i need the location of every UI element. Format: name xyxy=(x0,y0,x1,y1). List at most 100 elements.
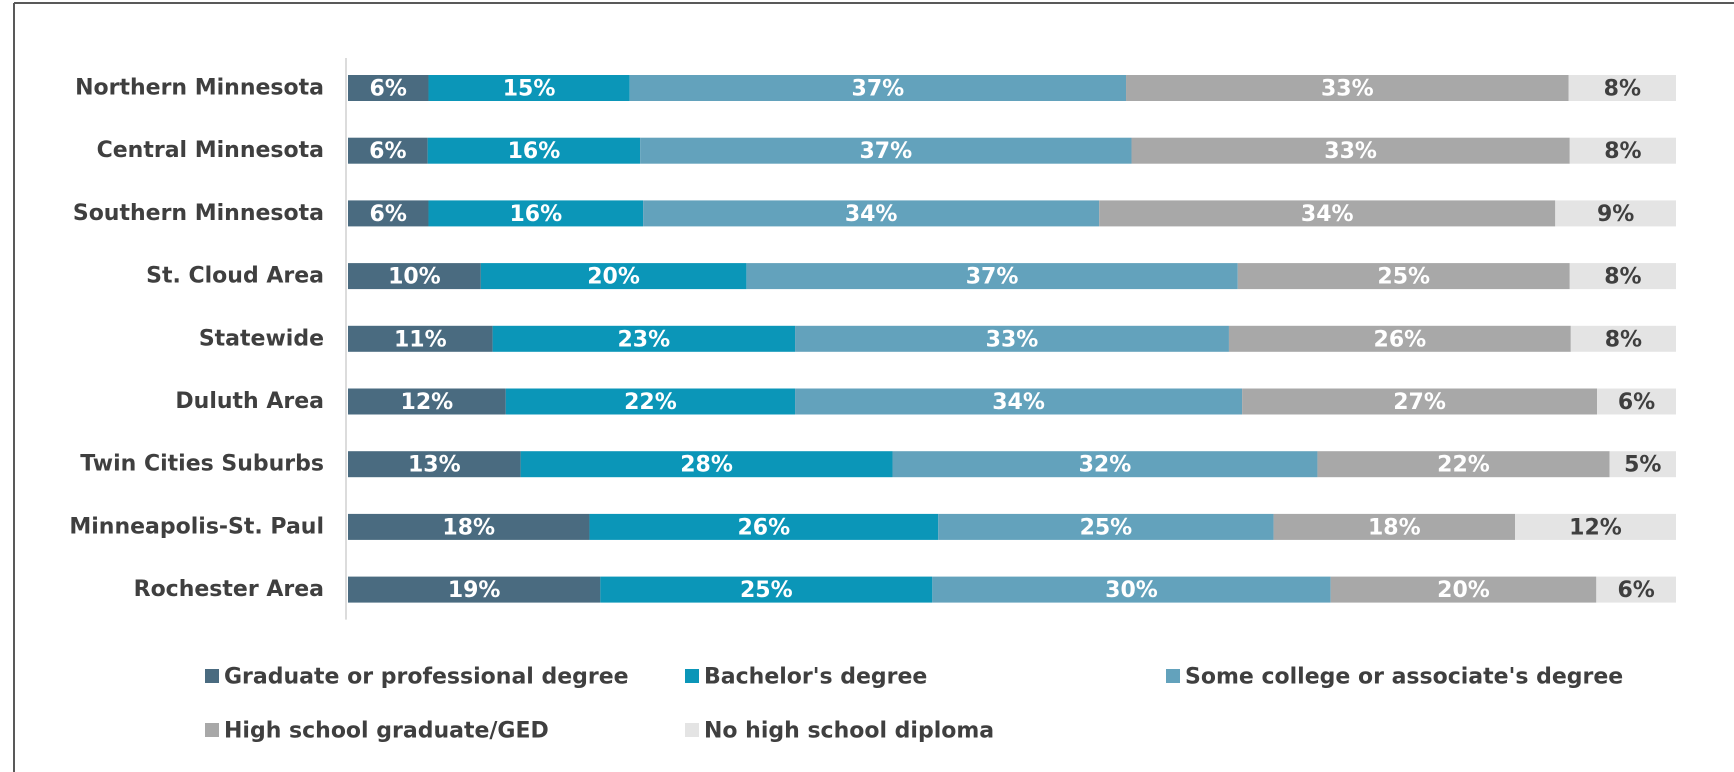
bar-st-cloud-area-graduate-or-professional-degree xyxy=(348,263,481,290)
legend-label-bachelor-s-degree: Bachelor's degree xyxy=(704,665,927,690)
data-label-minneapolis-st-paul-some-college-or-associate-s-degree: 25% xyxy=(1080,515,1133,540)
data-label-southern-minnesota-bachelor-s-degree: 16% xyxy=(509,202,562,227)
data-label-st-cloud-area-high-school-graduate-ged: 25% xyxy=(1377,265,1430,290)
category-label-duluth-area: Duluth Area xyxy=(175,389,324,414)
data-label-southern-minnesota-graduate-or-professional-degree: 6% xyxy=(370,202,407,227)
data-label-duluth-area-some-college-or-associate-s-degree: 34% xyxy=(992,390,1045,415)
legend-item-no-high-school-diploma: No high school diploma xyxy=(685,719,994,744)
bar-northern-minnesota-high-school-graduate-ged xyxy=(1126,75,1569,101)
bar-st-cloud-area-high-school-graduate-ged xyxy=(1237,263,1570,290)
data-label-northern-minnesota-no-high-school-diploma: 8% xyxy=(1604,77,1641,102)
bars xyxy=(348,75,1676,603)
category-label-minneapolis-st-paul: Minneapolis-St. Paul xyxy=(69,514,324,539)
data-label-rochester-area-graduate-or-professional-degree: 19% xyxy=(448,578,501,603)
legend: Graduate or professional degree Bachelor'… xyxy=(205,665,1623,744)
bar-duluth-area-graduate-or-professional-degree xyxy=(348,388,506,415)
bar-rochester-area-bachelor-s-degree xyxy=(600,576,933,603)
bar-northern-minnesota-graduate-or-professional-degree xyxy=(348,75,429,101)
bar-twin-cities-suburbs-bachelor-s-degree xyxy=(520,451,893,478)
legend-item-bachelor-s-degree: Bachelor's degree xyxy=(685,665,927,690)
legend-item-high-school-graduate-ged: High school graduate/GED xyxy=(205,719,549,744)
legend-swatch-some-college-or-associate-s-degree xyxy=(1166,669,1180,683)
data-label-rochester-area-some-college-or-associate-s-degree: 30% xyxy=(1105,578,1158,603)
bar-minneapolis-st-paul-graduate-or-professional-degree xyxy=(348,513,590,540)
bar-rochester-area-graduate-or-professional-degree xyxy=(348,576,601,603)
bar-statewide-bachelor-s-degree xyxy=(492,325,796,352)
legend-label-high-school-graduate-ged: High school graduate/GED xyxy=(224,719,549,744)
data-label-southern-minnesota-no-high-school-diploma: 9% xyxy=(1597,202,1634,227)
bar-southern-minnesota-high-school-graduate-ged xyxy=(1099,200,1556,227)
data-label-duluth-area-high-school-graduate-ged: 27% xyxy=(1393,390,1446,415)
data-label-central-minnesota-no-high-school-diploma: 8% xyxy=(1604,139,1641,164)
bar-southern-minnesota-some-college-or-associate-s-degree xyxy=(643,200,1100,227)
bar-southern-minnesota-bachelor-s-degree xyxy=(428,200,644,227)
legend-item-graduate-or-professional-degree: Graduate or professional degree xyxy=(205,665,629,690)
legend-item-some-college-or-associate-s-degree: Some college or associate's degree xyxy=(1166,665,1623,690)
data-label-twin-cities-suburbs-graduate-or-professional-degree: 13% xyxy=(408,453,461,478)
category-label-northern-minnesota: Northern Minnesota xyxy=(75,76,324,101)
bar-southern-minnesota-graduate-or-professional-degree xyxy=(348,200,429,227)
data-label-minneapolis-st-paul-bachelor-s-degree: 26% xyxy=(738,515,791,540)
legend-swatch-no-high-school-diploma xyxy=(685,723,699,737)
bar-northern-minnesota-no-high-school-diploma xyxy=(1568,75,1676,101)
category-label-rochester-area: Rochester Area xyxy=(134,577,324,602)
data-label-twin-cities-suburbs-high-school-graduate-ged: 22% xyxy=(1437,453,1490,478)
data-label-statewide-high-school-graduate-ged: 26% xyxy=(1374,327,1427,352)
bar-statewide-no-high-school-diploma xyxy=(1570,325,1676,352)
bar-st-cloud-area-no-high-school-diploma xyxy=(1569,263,1676,290)
bar-minneapolis-st-paul-bachelor-s-degree xyxy=(589,513,939,540)
bar-statewide-graduate-or-professional-degree xyxy=(348,325,493,352)
data-label-southern-minnesota-some-college-or-associate-s-degree: 34% xyxy=(845,202,898,227)
data-label-central-minnesota-graduate-or-professional-degree: 6% xyxy=(369,139,406,164)
bar-twin-cities-suburbs-some-college-or-associate-s-degree xyxy=(892,451,1318,478)
category-label-st-cloud-area: St. Cloud Area xyxy=(146,264,324,289)
data-label-southern-minnesota-high-school-graduate-ged: 34% xyxy=(1301,202,1354,227)
data-label-rochester-area-bachelor-s-degree: 25% xyxy=(740,578,793,603)
legend-label-some-college-or-associate-s-degree: Some college or associate's degree xyxy=(1185,665,1623,690)
legend-label-graduate-or-professional-degree: Graduate or professional degree xyxy=(224,665,629,690)
bar-duluth-area-no-high-school-diploma xyxy=(1597,388,1676,415)
category-label-southern-minnesota: Southern Minnesota xyxy=(73,201,324,226)
data-label-statewide-some-college-or-associate-s-degree: 33% xyxy=(986,327,1039,352)
bar-central-minnesota-graduate-or-professional-degree xyxy=(348,137,428,164)
data-label-duluth-area-graduate-or-professional-degree: 12% xyxy=(401,390,454,415)
legend-swatch-bachelor-s-degree xyxy=(685,669,699,683)
bar-st-cloud-area-some-college-or-associate-s-degree xyxy=(746,263,1238,290)
data-label-northern-minnesota-bachelor-s-degree: 15% xyxy=(503,77,556,102)
bar-central-minnesota-no-high-school-diploma xyxy=(1569,137,1676,164)
data-label-central-minnesota-high-school-graduate-ged: 33% xyxy=(1324,139,1377,164)
data-label-st-cloud-area-no-high-school-diploma: 8% xyxy=(1604,265,1641,290)
bar-rochester-area-no-high-school-diploma xyxy=(1596,576,1676,603)
bar-minneapolis-st-paul-no-high-school-diploma xyxy=(1515,513,1676,540)
bar-central-minnesota-some-college-or-associate-s-degree xyxy=(640,137,1132,164)
bar-twin-cities-suburbs-no-high-school-diploma xyxy=(1609,451,1676,478)
bar-st-cloud-area-bachelor-s-degree xyxy=(480,263,747,290)
bar-central-minnesota-high-school-graduate-ged xyxy=(1131,137,1570,164)
data-label-twin-cities-suburbs-some-college-or-associate-s-degree: 32% xyxy=(1079,453,1132,478)
data-label-minneapolis-st-paul-high-school-graduate-ged: 18% xyxy=(1368,515,1421,540)
data-label-central-minnesota-some-college-or-associate-s-degree: 37% xyxy=(860,139,913,164)
bar-central-minnesota-bachelor-s-degree xyxy=(427,137,641,164)
bar-rochester-area-some-college-or-associate-s-degree xyxy=(932,576,1331,603)
bar-northern-minnesota-bachelor-s-degree xyxy=(428,75,630,101)
category-label-central-minnesota: Central Minnesota xyxy=(97,138,324,163)
data-label-st-cloud-area-bachelor-s-degree: 20% xyxy=(587,265,640,290)
legend-label-no-high-school-diploma: No high school diploma xyxy=(704,719,994,744)
bar-minneapolis-st-paul-some-college-or-associate-s-degree xyxy=(938,513,1274,540)
data-label-northern-minnesota-high-school-graduate-ged: 33% xyxy=(1321,77,1374,102)
data-label-minneapolis-st-paul-no-high-school-diploma: 12% xyxy=(1569,515,1622,540)
data-label-northern-minnesota-graduate-or-professional-degree: 6% xyxy=(370,77,407,102)
data-label-twin-cities-suburbs-no-high-school-diploma: 5% xyxy=(1624,453,1661,478)
legend-swatch-high-school-graduate-ged xyxy=(205,723,219,737)
bar-northern-minnesota-some-college-or-associate-s-degree xyxy=(629,75,1127,101)
data-label-twin-cities-suburbs-bachelor-s-degree: 28% xyxy=(680,453,733,478)
data-label-st-cloud-area-some-college-or-associate-s-degree: 37% xyxy=(966,265,1019,290)
category-label-statewide: Statewide xyxy=(199,326,324,351)
data-labels: 6% 15% 37% 33% 8% 6% 16% 37% 33% 8% 6% 16% 34% 34% 9% 1… xyxy=(369,77,1661,604)
bar-duluth-area-some-college-or-associate-s-degree xyxy=(795,388,1243,415)
data-label-statewide-no-high-school-diploma: 8% xyxy=(1605,327,1642,352)
data-label-northern-minnesota-some-college-or-associate-s-degree: 37% xyxy=(852,77,905,102)
data-label-duluth-area-no-high-school-diploma: 6% xyxy=(1618,390,1655,415)
